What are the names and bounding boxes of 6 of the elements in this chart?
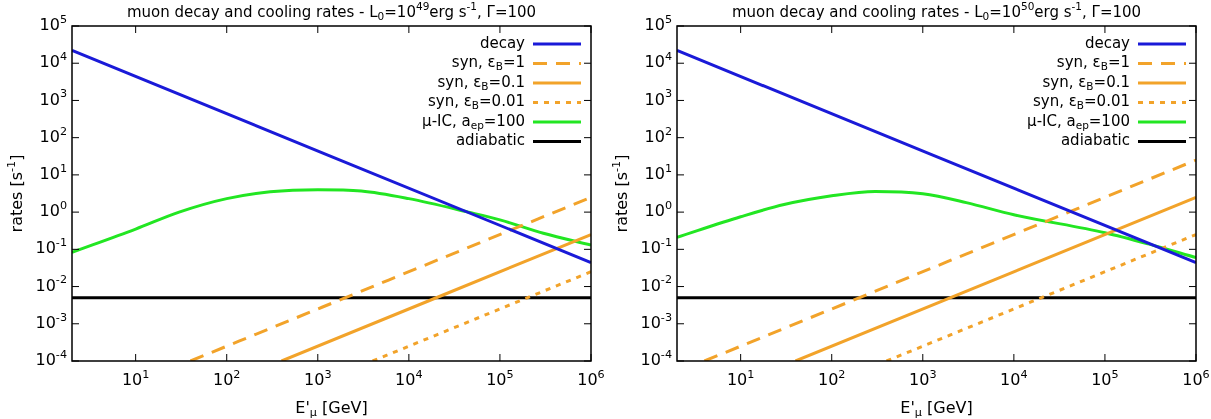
legend-label: decay [1084,33,1131,52]
legend-label: adiabatic [455,131,526,150]
legend-label: decay [479,33,526,52]
y-axis-title: rates [s-1] [609,154,632,233]
legend-label: adiabatic [1060,131,1131,150]
y-axis-title: rates [s-1] [4,154,27,233]
